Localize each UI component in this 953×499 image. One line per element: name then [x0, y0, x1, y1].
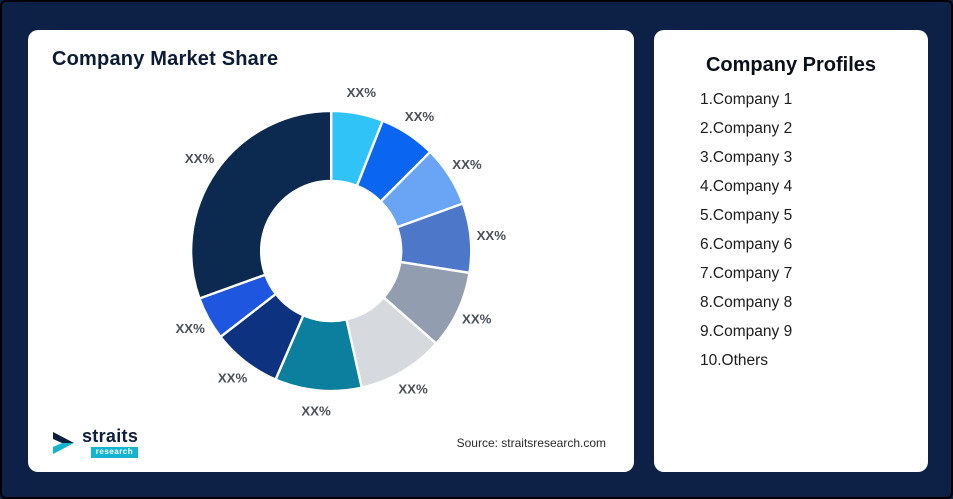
segment-label-6: XX%: [398, 382, 428, 397]
straits-research-logo: straits research: [50, 426, 139, 458]
profile-item-10: 10.Others: [700, 352, 769, 369]
logo-icon: [53, 431, 74, 454]
donut-chart-area: XX% XX% XX% XX% XX% XX% XX% XX% XX% XX%: [52, 75, 610, 427]
donut-segment-10: [189, 109, 333, 300]
segment-label-7: XX%: [301, 403, 331, 418]
profile-item-8: 8.Company 8: [700, 294, 793, 311]
chart-title: Company Market Share: [52, 48, 279, 70]
segment-label-10: XX%: [185, 151, 215, 166]
profile-item-1: 1.Company 1: [700, 91, 793, 108]
profile-item-3: 3.Company 3: [700, 149, 793, 166]
profile-item-2: 2.Company 2: [700, 120, 793, 137]
segment-label-3: XX%: [452, 157, 482, 172]
profile-item-7: 7.Company 7: [700, 265, 793, 282]
segment-label-8: XX%: [218, 370, 248, 385]
profiles-title: Company Profiles: [705, 54, 877, 76]
logo-sub-text: research: [90, 447, 139, 458]
segment-label-4: XX%: [476, 228, 506, 243]
company-profiles-list: 1.Company 1 2.Company 2 3.Company 3 4.Co…: [672, 91, 910, 370]
profile-item-6: 6.Company 6: [700, 236, 793, 253]
profile-item-4: 4.Company 4: [700, 178, 793, 195]
logo-text: straits research: [82, 426, 139, 458]
company-profiles-card: Company Profiles 1.Company 1 2.Company 2…: [654, 30, 928, 472]
source-text: Source: straitsresearch.com: [456, 436, 606, 450]
profile-item-9: 9.Company 9: [700, 323, 793, 340]
market-share-card: Company Market Share XX% XX% XX% XX% XX% XX% X…: [28, 30, 634, 472]
segment-label-9: XX%: [175, 321, 205, 336]
logo-brand-text: straits: [82, 426, 139, 446]
donut-chart: XX% XX% XX% XX% XX% XX% XX% XX% XX% XX%: [175, 85, 506, 418]
profile-item-5: 5.Company 5: [700, 207, 793, 224]
segment-label-2: XX%: [405, 109, 435, 124]
segment-label-1: XX%: [346, 85, 376, 100]
segment-label-5: XX%: [462, 312, 492, 327]
